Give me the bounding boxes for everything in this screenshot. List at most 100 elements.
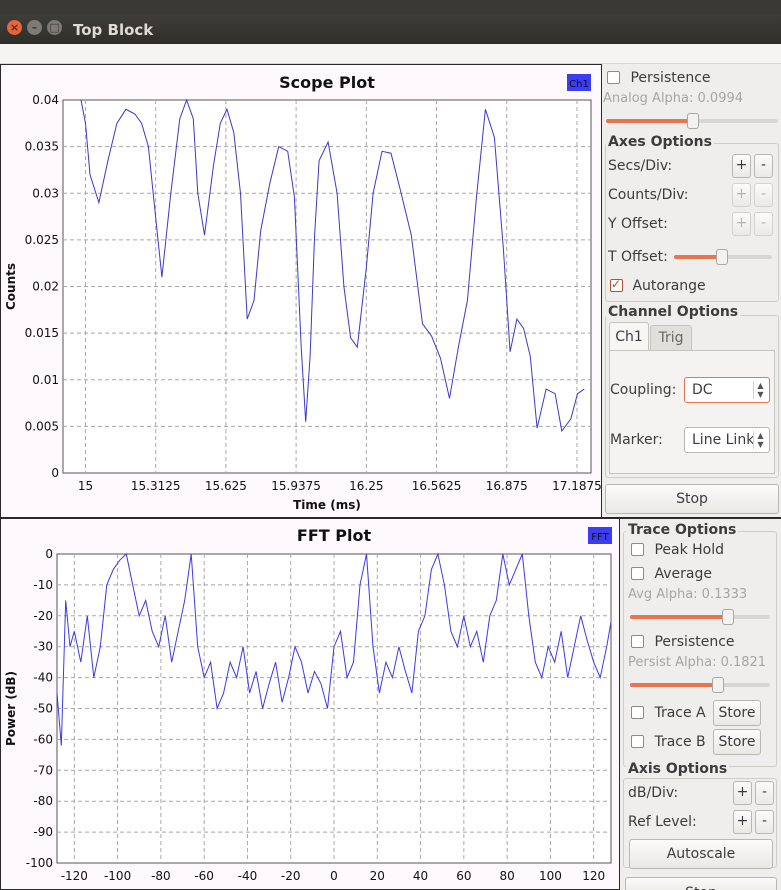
minimize-icon[interactable]: – xyxy=(27,20,42,35)
fft-plot-canvas[interactable]: 0 -10 -20 -30 -40 -50 -60 -70 -80 -90 -100 -120 -100… xyxy=(1,519,619,890)
axis-options-title: Axis Options xyxy=(626,761,730,777)
x-tick-label: 15 xyxy=(78,479,93,493)
y-tick-label: 0.01 xyxy=(32,373,59,387)
analog-alpha-slider[interactable] xyxy=(606,113,778,129)
persist-alpha-label: Persist Alpha: 0.1821 xyxy=(628,655,767,670)
trace-a-label: Trace A xyxy=(654,705,706,721)
x-tick-label: 0 xyxy=(330,869,338,883)
marker-label: Marker: xyxy=(610,432,663,448)
x-tick-label: 17.1875 xyxy=(552,479,601,493)
y-offset-plus-button[interactable]: + xyxy=(732,212,751,236)
tab-ch1[interactable]: Ch1 xyxy=(609,322,649,350)
marker-select[interactable]: Line Link ▲ ▼ xyxy=(684,427,770,453)
legend-swatch xyxy=(588,527,612,544)
db-div-plus-button[interactable]: + xyxy=(733,781,752,805)
fft-stop-button[interactable]: Stop xyxy=(625,877,777,890)
fft-persistence-toggle[interactable]: Persistence xyxy=(631,634,735,650)
slider-handle[interactable] xyxy=(712,677,724,693)
y-tick-label: 0 xyxy=(51,466,59,480)
autorange-checkbox[interactable] xyxy=(610,277,623,292)
ref-level-minus-button[interactable]: - xyxy=(755,810,774,834)
trace-b-store-button[interactable]: Store xyxy=(713,729,761,755)
average-label: Average xyxy=(654,566,712,582)
y-tick-label: -90 xyxy=(33,825,53,839)
autorange-label: Autorange xyxy=(632,278,706,294)
coupling-select[interactable]: DC ▲ ▼ xyxy=(684,377,770,403)
persistence-checkbox[interactable] xyxy=(607,71,620,84)
trace-a-toggle[interactable]: Trace A xyxy=(631,705,706,721)
ch1-tab-content xyxy=(609,350,775,474)
trace-b-checkbox[interactable] xyxy=(631,735,644,748)
autoscale-button[interactable]: Autoscale xyxy=(629,839,773,869)
counts-div-label: Counts/Div: xyxy=(608,187,689,203)
trace-a-store-button[interactable]: Store xyxy=(713,700,761,726)
scope-plot-canvas[interactable]: 0.04 0.035 0.03 0.025 0.02 0.015 0.01 0.005 0 15 1… xyxy=(1,65,601,517)
legend-label: Ch1 xyxy=(569,79,589,90)
ref-level-plus-button[interactable]: + xyxy=(733,810,752,834)
plot-divider xyxy=(0,517,781,519)
fft-plot[interactable]: 0 -10 -20 -30 -40 -50 -60 -70 -80 -90 -100 -120 -100… xyxy=(0,519,620,890)
x-tick-label: -20 xyxy=(281,869,301,883)
db-div-minus-button[interactable]: - xyxy=(755,781,774,805)
db-div-label: dB/Div: xyxy=(628,785,679,801)
y-tick-label: -20 xyxy=(33,609,53,623)
trace-line xyxy=(80,98,585,433)
slider-handle[interactable] xyxy=(687,113,699,129)
trace-b-label: Trace B xyxy=(654,734,706,750)
t-offset-slider[interactable] xyxy=(674,249,772,265)
fft-persistence-label: Persistence xyxy=(654,634,735,650)
coupling-label: Coupling: xyxy=(610,382,677,398)
counts-div-minus-button[interactable]: - xyxy=(754,183,773,207)
x-axis-label: Time (ms) xyxy=(293,498,361,512)
peak-hold-checkbox[interactable] xyxy=(631,543,644,556)
window-title: Top Block xyxy=(73,21,154,39)
t-offset-label: T Offset: xyxy=(608,249,668,265)
close-icon[interactable]: × xyxy=(7,20,22,35)
trace-b-toggle[interactable]: Trace B xyxy=(631,734,706,750)
avg-alpha-slider[interactable] xyxy=(630,609,770,625)
scope-stop-button[interactable]: Stop xyxy=(605,484,779,514)
trace-a-checkbox[interactable] xyxy=(631,706,644,719)
average-checkbox[interactable] xyxy=(631,567,644,580)
spin-arrows-icon: ▲ ▼ xyxy=(753,431,767,449)
y-tick-label: 0.035 xyxy=(25,140,59,154)
y-tick-label: 0.03 xyxy=(32,186,59,200)
x-tick-label: 16.5625 xyxy=(412,479,462,493)
y-tick-label: 0.04 xyxy=(32,93,59,107)
y-tick-label: -40 xyxy=(33,671,53,685)
x-tick-label: 60 xyxy=(456,869,471,883)
y-offset-minus-button[interactable]: - xyxy=(754,212,773,236)
autorange-toggle[interactable]: Autorange xyxy=(610,277,706,294)
x-tick-label: -60 xyxy=(194,869,214,883)
x-tick-label: 80 xyxy=(499,869,514,883)
legend-swatch xyxy=(567,74,591,91)
x-tick-label: -120 xyxy=(61,869,88,883)
x-tick-label: 15.625 xyxy=(205,479,247,493)
window-titlebar[interactable]: × – □ Top Block xyxy=(0,0,781,44)
legend-label: FFT xyxy=(591,532,609,543)
x-tick-label: -40 xyxy=(238,869,258,883)
fft-persistence-checkbox[interactable] xyxy=(631,635,644,648)
x-tick-label: -80 xyxy=(151,869,171,883)
x-tick-label: 120 xyxy=(582,869,605,883)
tab-trig[interactable]: Trig xyxy=(650,325,692,350)
axes-options-title: Axes Options xyxy=(606,134,714,150)
slider-handle[interactable] xyxy=(722,609,734,625)
persistence-toggle[interactable]: Persistence xyxy=(607,70,711,86)
persist-alpha-slider[interactable] xyxy=(630,677,770,693)
marker-value: Line Link xyxy=(692,432,755,448)
average-toggle[interactable]: Average xyxy=(631,566,712,582)
coupling-value: DC xyxy=(692,382,713,398)
secs-div-minus-button[interactable]: - xyxy=(754,154,773,178)
secs-div-plus-button[interactable]: + xyxy=(732,154,751,178)
scope-plot[interactable]: 0.04 0.035 0.03 0.025 0.02 0.015 0.01 0.005 0 15 1… xyxy=(0,64,602,518)
x-tick-label: 16.25 xyxy=(349,479,383,493)
y-tick-label: -100 xyxy=(26,856,53,870)
slider-handle[interactable] xyxy=(716,249,728,265)
maximize-icon[interactable]: □ xyxy=(47,20,62,35)
y-tick-label: 0.025 xyxy=(25,233,59,247)
counts-div-plus-button[interactable]: + xyxy=(732,183,751,207)
x-tick-label: 15.3125 xyxy=(131,479,181,493)
peak-hold-toggle[interactable]: Peak Hold xyxy=(631,542,724,558)
avg-alpha-label: Avg Alpha: 0.1333 xyxy=(628,587,748,602)
